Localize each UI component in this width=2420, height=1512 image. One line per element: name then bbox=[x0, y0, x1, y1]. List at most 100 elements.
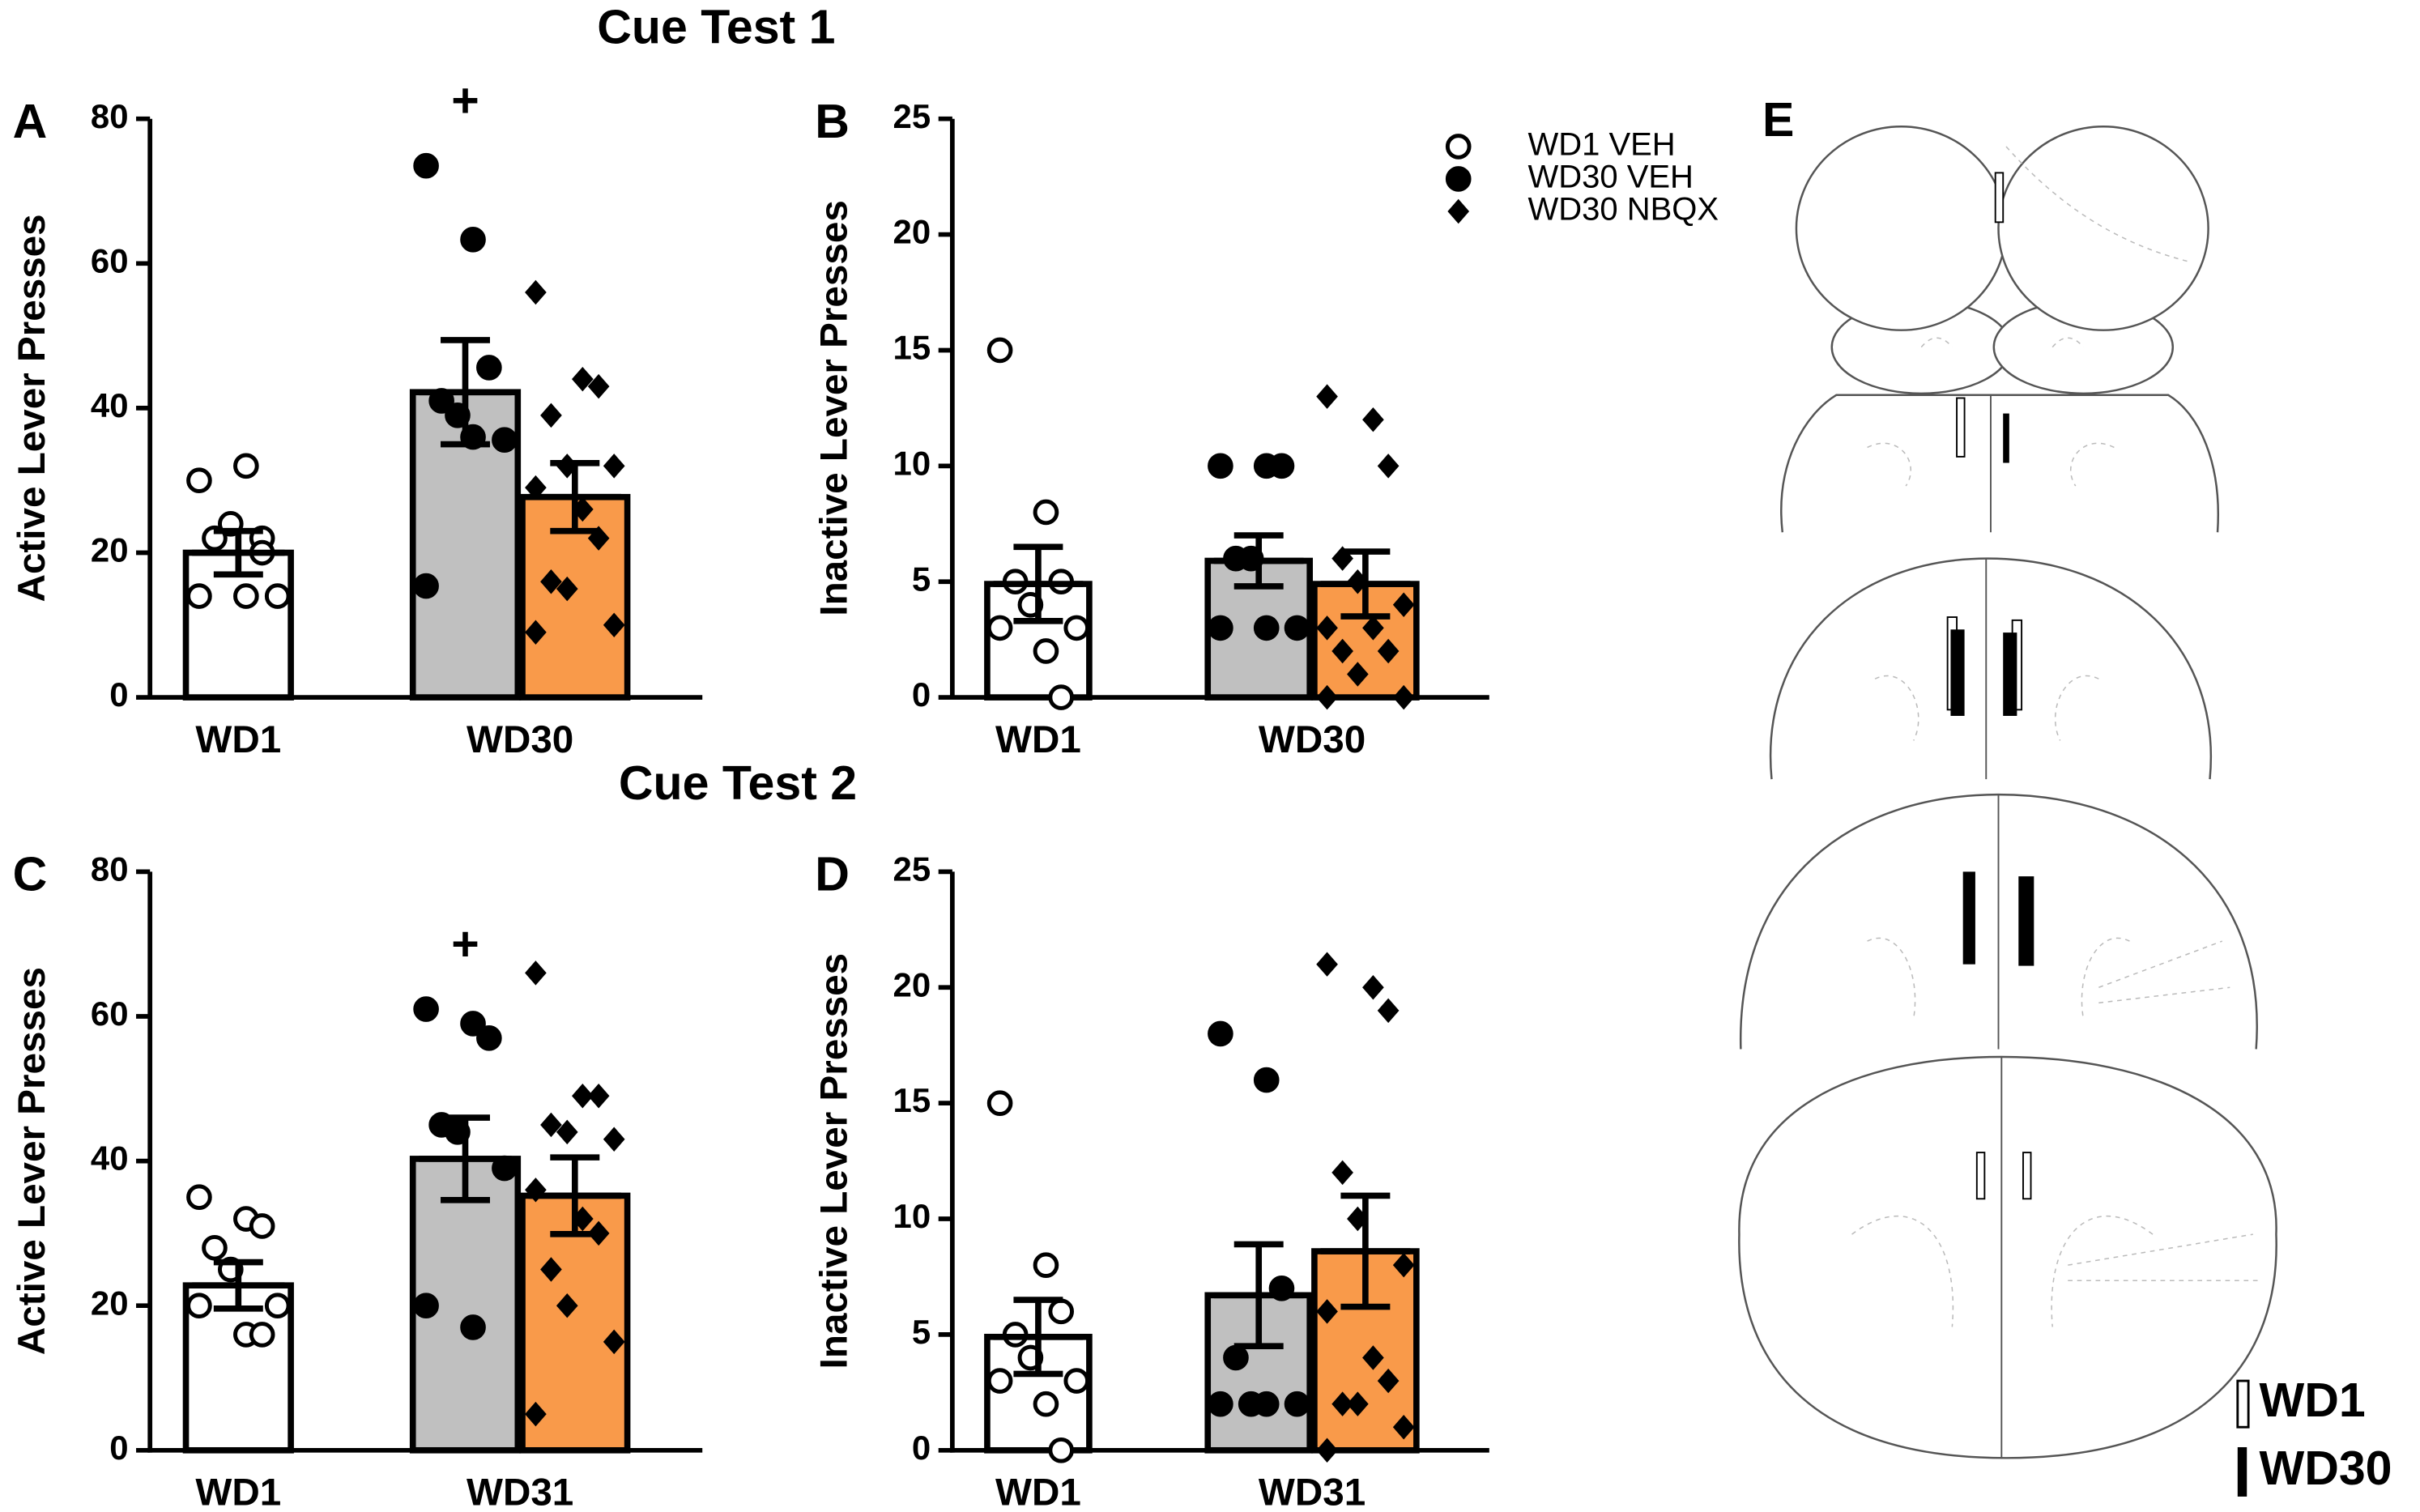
data-point bbox=[1223, 1344, 1249, 1371]
data-point bbox=[202, 1234, 228, 1261]
placement-wd30 bbox=[2003, 413, 2009, 463]
error-bar bbox=[528, 459, 621, 535]
x-tick-label: WD1 bbox=[995, 718, 1081, 761]
y-axis-label: Inactive Lever Presses bbox=[813, 953, 856, 1369]
legend-label: WD30 NBQX bbox=[1527, 192, 1719, 228]
data-point bbox=[1331, 638, 1353, 664]
data-point bbox=[986, 1368, 1013, 1394]
brain-detail bbox=[1851, 1215, 2261, 1327]
data-point bbox=[603, 1127, 625, 1152]
data-point bbox=[1208, 453, 1233, 479]
data-point bbox=[1048, 1298, 1075, 1325]
y-tick-label: 40 bbox=[91, 386, 129, 424]
data-point bbox=[1362, 407, 1384, 432]
error-bar bbox=[192, 1259, 285, 1312]
data-point bbox=[1316, 684, 1338, 710]
data-point bbox=[476, 1024, 502, 1051]
data-point bbox=[540, 1112, 562, 1138]
y-tick-label: 0 bbox=[912, 1429, 931, 1467]
section-title: Cue Test 1 bbox=[597, 1, 835, 54]
data-point bbox=[540, 1257, 562, 1282]
data-point bbox=[460, 1314, 486, 1340]
data-point bbox=[1063, 615, 1090, 641]
data-point bbox=[1253, 1391, 1280, 1417]
data-point bbox=[1033, 1252, 1059, 1278]
data-point bbox=[1362, 975, 1384, 1000]
placement-wd1 bbox=[1994, 172, 2005, 224]
legend-label: WD1 bbox=[2259, 1374, 2365, 1427]
data-point bbox=[1268, 453, 1295, 479]
data-point bbox=[1208, 1020, 1233, 1047]
y-tick-label: 0 bbox=[109, 675, 128, 713]
panel-label: C bbox=[13, 848, 48, 901]
panel-label: B bbox=[815, 95, 850, 148]
error-bar bbox=[1320, 1192, 1411, 1310]
y-tick-label: 25 bbox=[893, 850, 931, 888]
data-point bbox=[233, 453, 259, 479]
y-tick-label: 20 bbox=[893, 213, 931, 251]
error-bar bbox=[419, 1114, 512, 1203]
data-point bbox=[1048, 684, 1075, 710]
placement-wd30 bbox=[1950, 629, 1965, 716]
data-point bbox=[1347, 1391, 1369, 1416]
error-bar bbox=[192, 527, 285, 578]
y-tick-label: 5 bbox=[912, 1313, 931, 1351]
data-point bbox=[1316, 1299, 1338, 1324]
legend-label: WD1 VEH bbox=[1527, 127, 1675, 163]
y-tick-label: 60 bbox=[91, 241, 129, 279]
data-point bbox=[1392, 1252, 1415, 1278]
y-tick-label: 20 bbox=[91, 531, 129, 569]
data-point bbox=[1377, 1368, 1400, 1394]
data-point bbox=[186, 583, 212, 609]
data-point bbox=[1033, 638, 1059, 664]
data-point bbox=[1284, 1391, 1310, 1417]
data-point bbox=[413, 152, 439, 179]
annotation: + bbox=[451, 74, 479, 127]
data-point bbox=[1392, 592, 1415, 618]
data-point bbox=[264, 1293, 291, 1319]
brain-detail bbox=[1874, 675, 2099, 741]
data-point bbox=[1316, 1437, 1338, 1463]
data-point bbox=[540, 402, 562, 428]
data-point bbox=[233, 583, 259, 609]
data-point bbox=[525, 960, 547, 986]
data-point bbox=[1377, 638, 1400, 664]
data-point bbox=[1033, 1391, 1059, 1417]
x-tick-label: WD1 bbox=[195, 1472, 281, 1512]
data-point bbox=[1316, 615, 1338, 641]
y-axis-label: Active Lever Presses bbox=[11, 214, 53, 602]
data-point bbox=[1063, 1368, 1090, 1394]
data-point bbox=[1392, 684, 1415, 710]
x-tick-label: WD30 bbox=[1259, 718, 1366, 761]
data-point bbox=[986, 615, 1013, 641]
data-point bbox=[1445, 134, 1472, 160]
data-point bbox=[413, 573, 439, 599]
data-point bbox=[1208, 615, 1233, 641]
data-point bbox=[1316, 384, 1338, 409]
brain-outline bbox=[1769, 557, 2212, 780]
x-tick-label: WD31 bbox=[1259, 1472, 1366, 1512]
annotation: + bbox=[451, 917, 479, 970]
legend-swatch bbox=[2236, 1379, 2250, 1429]
panel-label: D bbox=[815, 848, 850, 901]
y-tick-label: 10 bbox=[893, 1197, 931, 1235]
x-tick-label: WD31 bbox=[467, 1472, 573, 1512]
brain-outline bbox=[1780, 394, 2219, 533]
data-point bbox=[1033, 499, 1059, 526]
y-tick-label: 80 bbox=[91, 850, 129, 888]
data-point bbox=[1447, 198, 1470, 224]
data-point bbox=[1377, 998, 1400, 1024]
placement-wd1 bbox=[1975, 1152, 1986, 1200]
brain-sections: E WD1 WD30 bbox=[1738, 93, 2392, 1497]
x-tick-label: WD30 bbox=[467, 718, 573, 761]
brain-detail bbox=[1920, 146, 2192, 348]
data-point bbox=[1253, 1067, 1280, 1093]
error-bar bbox=[993, 1297, 1084, 1378]
y-tick-label: 80 bbox=[91, 97, 129, 135]
panel-label: A bbox=[13, 95, 48, 148]
y-axis-label: Active Lever Presses bbox=[11, 967, 53, 1355]
y-tick-label: 5 bbox=[912, 560, 931, 598]
placement-wd30 bbox=[1962, 871, 1975, 965]
brain-outline bbox=[1738, 1055, 2277, 1459]
